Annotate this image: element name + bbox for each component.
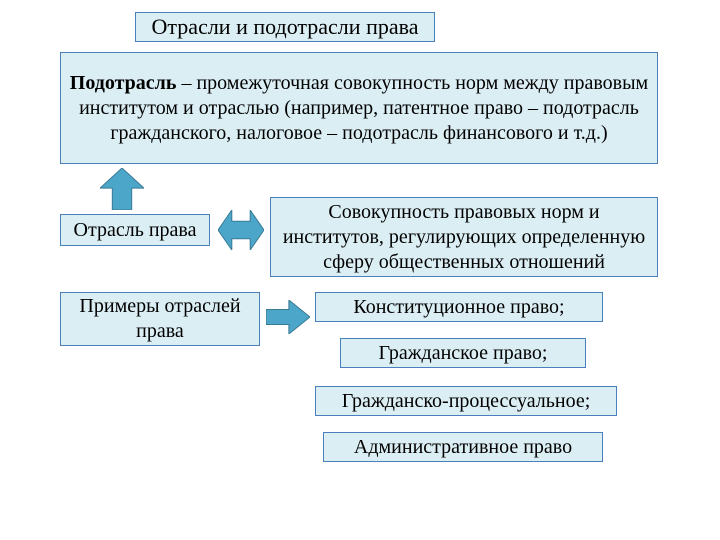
example-2-text: Гражданское право;: [379, 341, 548, 366]
example-3-text: Гражданско-процессуальное;: [342, 389, 591, 414]
example-3-box: Гражданско-процессуальное;: [315, 386, 617, 416]
example-4-box: Административное право: [323, 432, 603, 462]
arrow-right-icon: [266, 300, 310, 334]
definition-bold: Подотрасль: [70, 72, 177, 94]
examples-box: Примеры отраслей права: [60, 292, 260, 346]
double-arrow-icon: [218, 210, 264, 250]
example-2-box: Гражданское право;: [340, 338, 586, 368]
branch-text: Отрасль права: [74, 218, 197, 243]
definition-text: Подотрасль – промежуточная совокупность …: [69, 71, 649, 146]
arrow-up-icon: [100, 168, 144, 210]
branch-def-box: Совокупность правовых норм и институтов,…: [270, 197, 658, 277]
definition-box: Подотрасль – промежуточная совокупность …: [60, 52, 658, 164]
example-1-text: Конституционное право;: [353, 295, 564, 320]
example-4-text: Административное право: [354, 435, 572, 460]
branch-def-text: Совокупность правовых норм и институтов,…: [277, 200, 651, 275]
examples-text: Примеры отраслей права: [65, 294, 255, 344]
example-1-box: Конституционное право;: [315, 292, 603, 322]
title-text: Отрасли и подотрасли права: [152, 13, 419, 41]
title-box: Отрасли и подотрасли права: [135, 12, 435, 42]
branch-box: Отрасль права: [60, 214, 210, 246]
